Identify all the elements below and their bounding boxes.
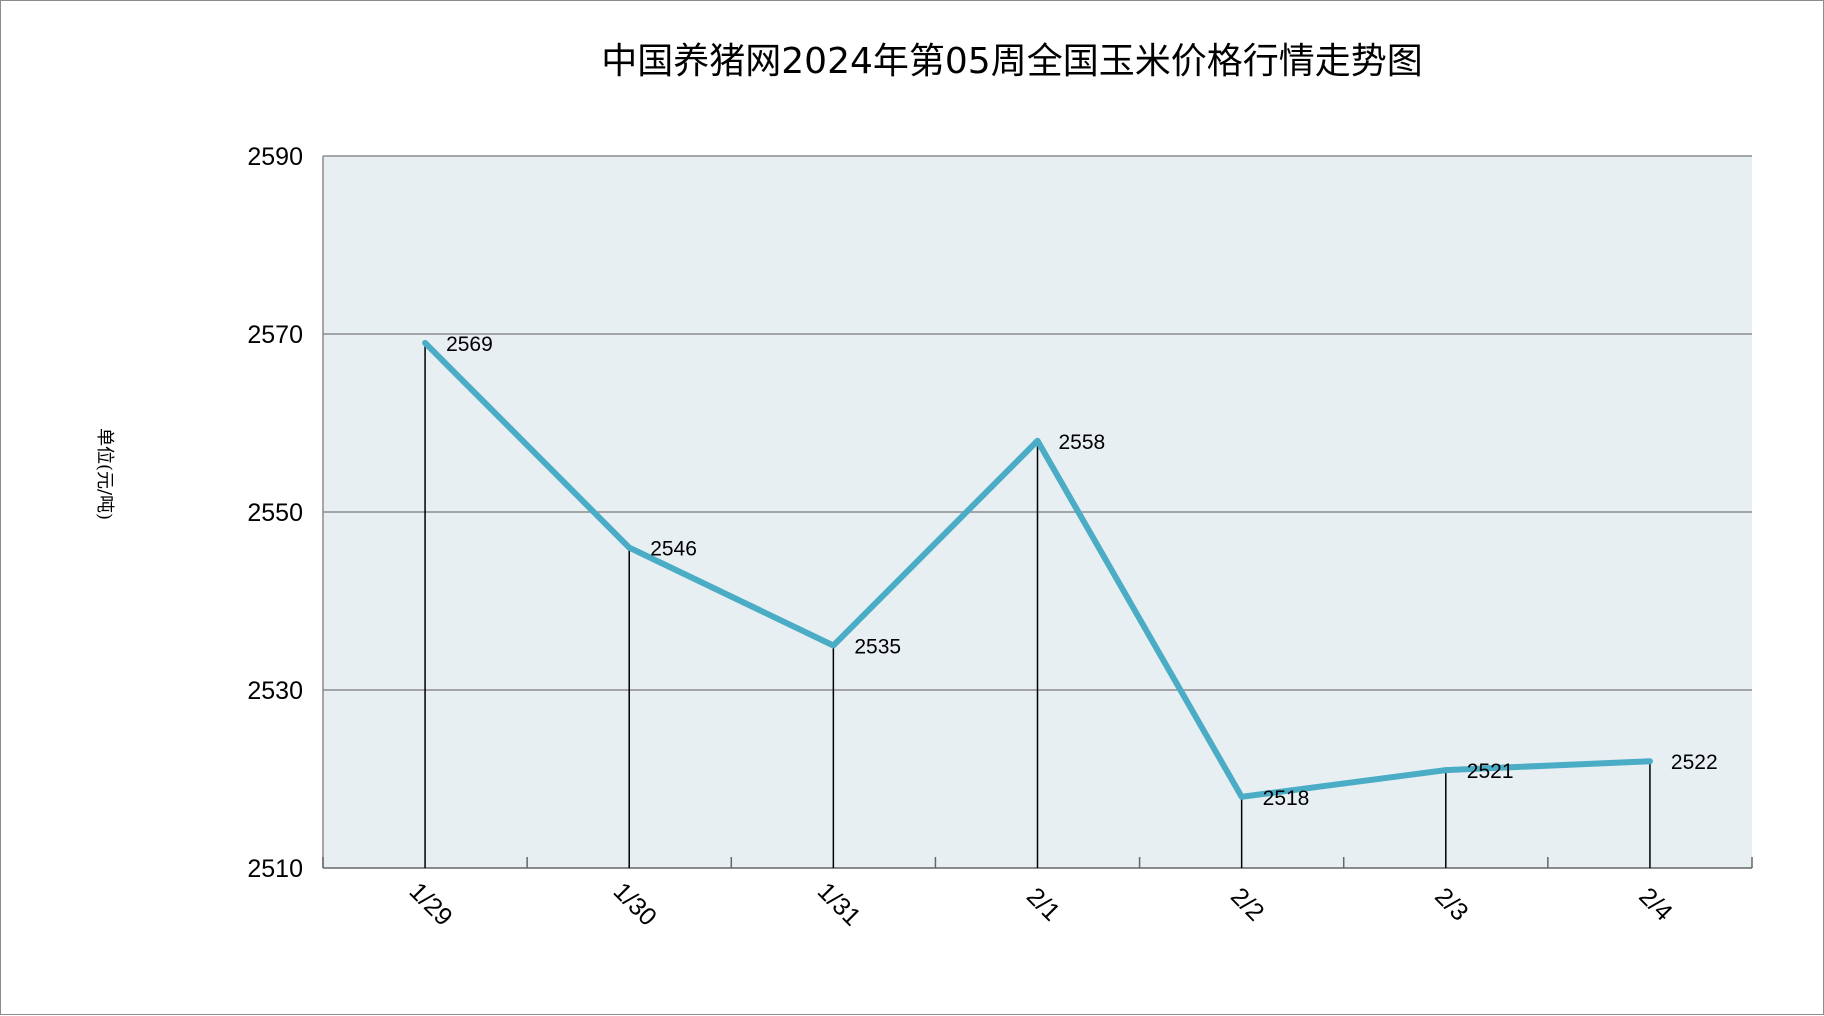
plot-area: 2510 2530 2550 2570 2590 1/29 1/30 1/31 2/1 2/2 2/… xyxy=(247,143,1753,931)
data-point xyxy=(422,340,428,346)
data-label: 2518 xyxy=(1263,787,1310,810)
data-label: 2535 xyxy=(854,636,901,659)
y-tick-label: 2530 xyxy=(247,677,303,705)
data-label: 2546 xyxy=(650,538,697,561)
chart-title: 中国养猪网2024年第05周全国玉米价格行情走势图 xyxy=(601,41,1422,82)
data-point xyxy=(830,643,836,648)
data-point xyxy=(1035,438,1040,444)
data-point xyxy=(1239,794,1245,800)
data-point xyxy=(1647,758,1653,764)
x-tick-label: 2/2 xyxy=(1225,882,1269,926)
x-tick-label: 2/4 xyxy=(1633,882,1677,926)
y-tick-label: 2550 xyxy=(247,499,303,527)
y-tick-label: 2590 xyxy=(247,143,303,171)
data-label: 2558 xyxy=(1059,431,1106,454)
x-tick-label: 2/1 xyxy=(1021,882,1065,926)
x-tick-label: 2/3 xyxy=(1429,882,1473,926)
y-tick-label: 2570 xyxy=(247,321,303,349)
y-tick-label: 2510 xyxy=(247,855,303,883)
data-point xyxy=(1443,767,1449,773)
data-label: 2521 xyxy=(1467,760,1514,783)
x-tick-label: 1/31 xyxy=(812,877,866,931)
y-axis-label: 单位(元/吨) xyxy=(94,428,115,520)
x-tick-label: 1/29 xyxy=(404,877,458,931)
data-point xyxy=(626,545,632,551)
data-label: 2522 xyxy=(1671,751,1718,774)
data-label: 2569 xyxy=(446,333,493,356)
x-tick-label: 1/30 xyxy=(608,877,662,931)
